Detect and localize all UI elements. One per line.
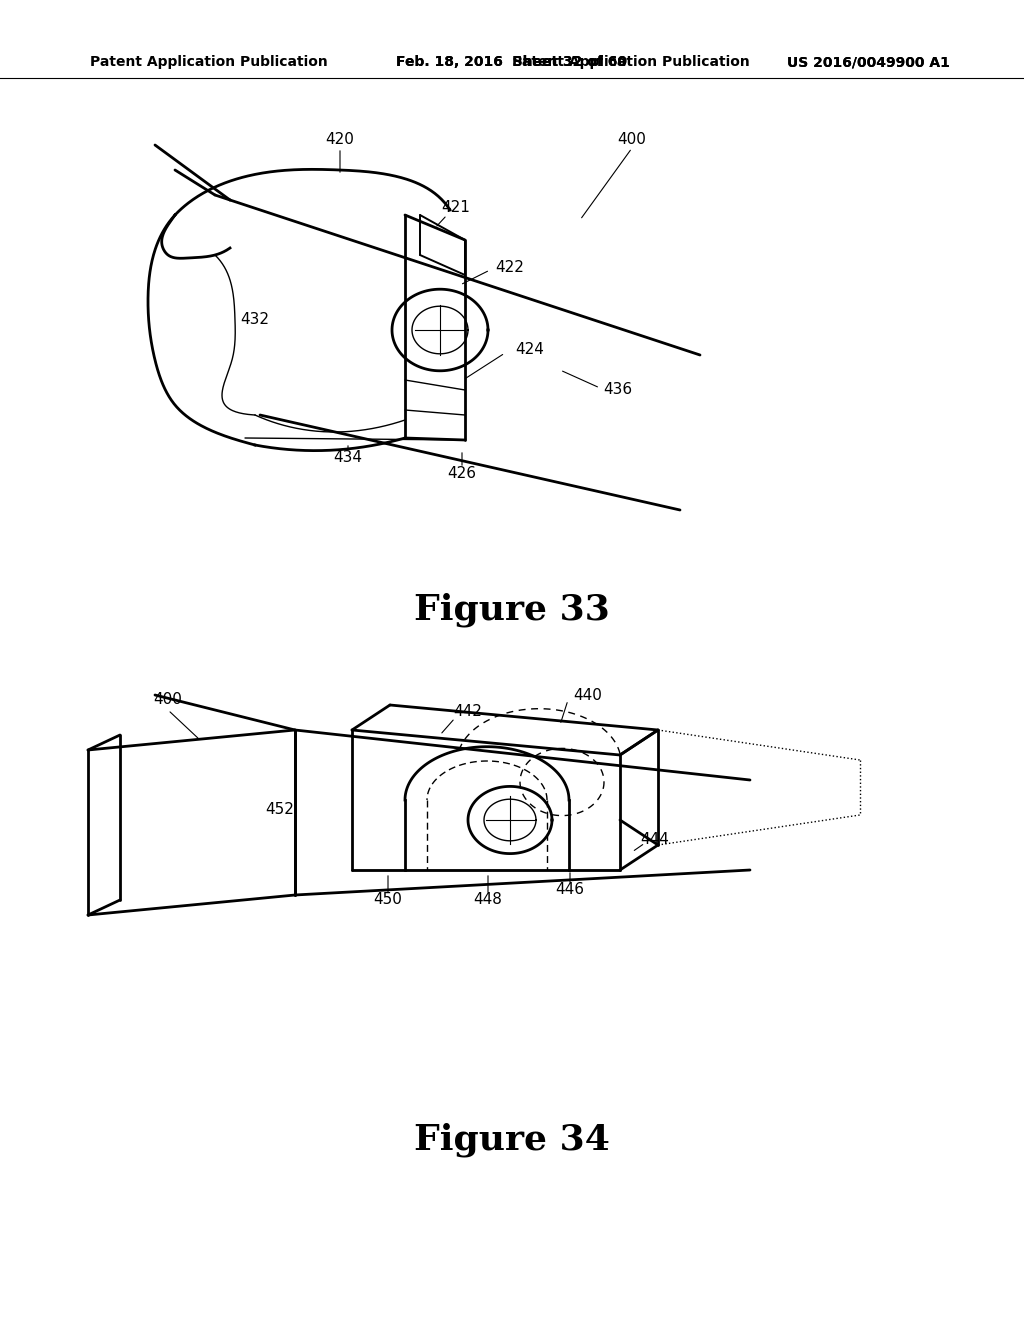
Text: 400: 400	[617, 132, 646, 148]
Text: Patent Application Publication: Patent Application Publication	[512, 55, 750, 69]
Text: 442: 442	[454, 705, 482, 719]
Text: US 2016/0049900 A1: US 2016/0049900 A1	[787, 55, 950, 69]
Text: Feb. 18, 2016  Sheet 32 of 60: Feb. 18, 2016 Sheet 32 of 60	[396, 55, 628, 69]
Text: 444: 444	[641, 833, 670, 847]
Text: 450: 450	[374, 892, 402, 908]
Text: 446: 446	[555, 883, 585, 898]
Text: 400: 400	[154, 693, 182, 708]
Text: 421: 421	[441, 201, 470, 215]
Text: 440: 440	[573, 688, 602, 702]
Text: 448: 448	[473, 892, 503, 908]
Text: 434: 434	[334, 450, 362, 466]
Text: 424: 424	[515, 342, 545, 358]
Text: US 2016/0049900 A1: US 2016/0049900 A1	[787, 55, 950, 69]
Text: 426: 426	[447, 466, 476, 482]
Text: Figure 33: Figure 33	[414, 593, 610, 627]
Text: 420: 420	[326, 132, 354, 148]
Text: 432: 432	[241, 313, 269, 327]
Text: Figure 34: Figure 34	[414, 1123, 610, 1158]
Text: Patent Application Publication: Patent Application Publication	[90, 55, 328, 69]
Text: 452: 452	[265, 803, 295, 817]
Text: 422: 422	[496, 260, 524, 276]
Text: 436: 436	[603, 383, 633, 397]
Text: Feb. 18, 2016  Sheet 32 of 60: Feb. 18, 2016 Sheet 32 of 60	[396, 55, 628, 69]
